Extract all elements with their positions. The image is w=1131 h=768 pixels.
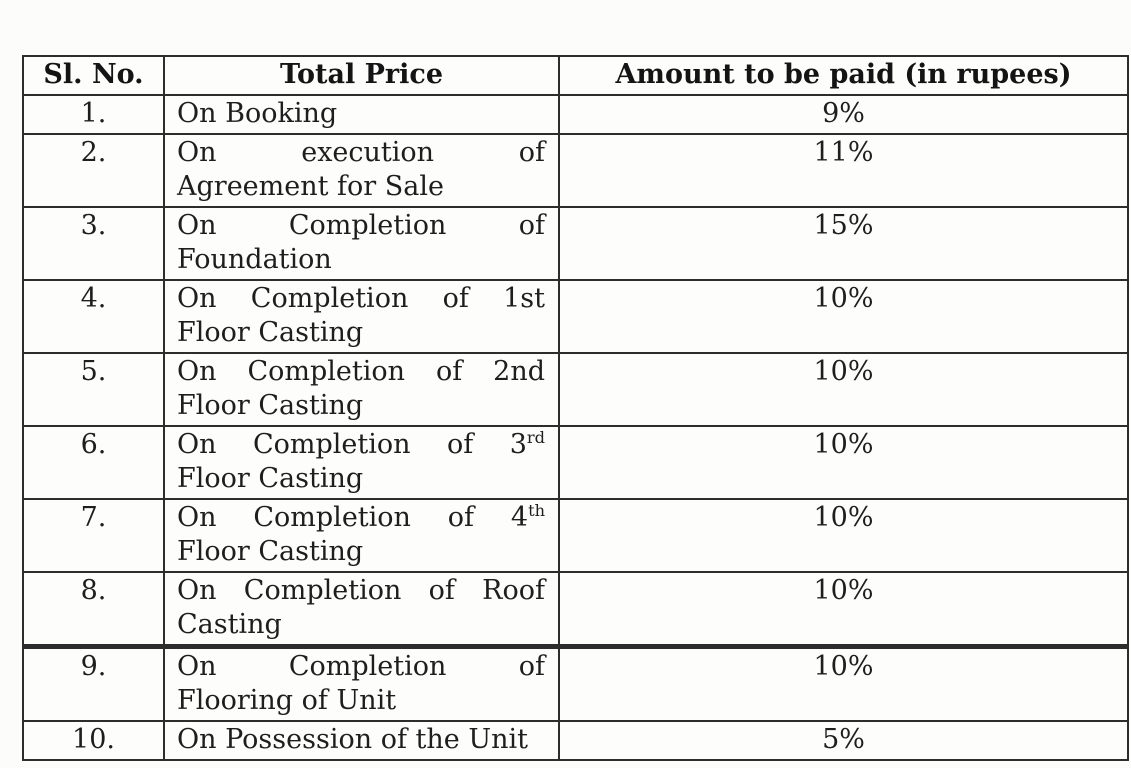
description-cell: On execution of Agreement for Sale — [163, 133, 560, 208]
amount-cell: 5% — [558, 720, 1129, 761]
description-cell: On Completion of Foundation — [163, 206, 560, 281]
description-line: On Completion of — [177, 651, 545, 682]
amount-cell: 9% — [558, 94, 1129, 135]
amount-cell: 10% — [558, 571, 1129, 649]
payment-schedule-table: Sl. No. Total Price Amount to be paid (i… — [22, 55, 1129, 761]
sl-no-cell: 1. — [22, 94, 165, 135]
description-cell: On Completion of Flooring of Unit — [163, 645, 560, 722]
description-line: Floor Casting — [177, 463, 364, 494]
amount-cell: 10% — [558, 498, 1129, 573]
sl-no-cell: 3. — [22, 206, 165, 281]
description-line: Flooring of Unit — [177, 685, 397, 716]
amount-cell: 10% — [558, 279, 1129, 354]
table-row: 8. On Completion of Roof Casting 10% — [22, 571, 1129, 649]
description-cell: On Possession of the Unit — [163, 720, 560, 761]
column-header-amount: Amount to be paid (in rupees) — [558, 55, 1129, 96]
amount-cell: 10% — [558, 425, 1129, 500]
description-line: On Completion of 3rd — [177, 428, 545, 460]
description-line: Casting — [177, 609, 282, 640]
description-line: Floor Casting — [177, 317, 364, 348]
description-line: Floor Casting — [177, 536, 364, 567]
description-cell: On Completion of 3rd Floor Casting — [163, 425, 560, 500]
description-cell: On Completion of Roof Casting — [163, 571, 560, 649]
sl-no-cell: 9. — [22, 645, 165, 722]
description-line: On Completion of — [177, 210, 545, 241]
ordinal-superscript: th — [528, 501, 545, 520]
amount-cell: 15% — [558, 206, 1129, 281]
description-cell: On Completion of 2nd Floor Casting — [163, 352, 560, 427]
column-header-total-price: Total Price — [163, 55, 560, 96]
table-row: 1. On Booking 9% — [22, 94, 1129, 135]
amount-cell: 10% — [558, 352, 1129, 427]
sl-no-cell: 7. — [22, 498, 165, 573]
description-line: On Booking — [177, 98, 338, 129]
table-row: 7. On Completion of 4th Floor Casting 10% — [22, 498, 1129, 573]
amount-cell: 11% — [558, 133, 1129, 208]
description-line: Foundation — [177, 244, 332, 275]
description-line: On Completion of 1st — [177, 283, 545, 314]
sl-no-cell: 4. — [22, 279, 165, 354]
sl-no-cell: 10. — [22, 720, 165, 761]
ordinal-superscript: rd — [526, 428, 545, 447]
description-line: On Possession of the Unit — [177, 724, 528, 755]
sl-no-cell: 6. — [22, 425, 165, 500]
table-row: 4. On Completion of 1st Floor Casting 10% — [22, 279, 1129, 354]
description-line: On execution of — [177, 137, 545, 168]
description-line: Floor Casting — [177, 390, 364, 421]
amount-cell: 10% — [558, 645, 1129, 722]
description-line: On Completion of 4th — [177, 501, 545, 533]
description-line: On Completion of Roof — [177, 575, 545, 606]
table-row: 9. On Completion of Flooring of Unit 10% — [22, 645, 1129, 722]
description-line: Agreement for Sale — [177, 171, 444, 202]
sl-no-cell: 5. — [22, 352, 165, 427]
table-row: 2. On execution of Agreement for Sale 11% — [22, 133, 1129, 208]
table-row: 10. On Possession of the Unit 5% — [22, 720, 1129, 761]
sl-no-cell: 8. — [22, 571, 165, 649]
description-line: On Completion of 2nd — [177, 356, 545, 387]
table-row: 5. On Completion of 2nd Floor Casting 10% — [22, 352, 1129, 427]
description-cell: On Completion of 1st Floor Casting — [163, 279, 560, 354]
column-header-sl-no: Sl. No. — [22, 55, 165, 96]
sl-no-cell: 2. — [22, 133, 165, 208]
description-cell: On Completion of 4th Floor Casting — [163, 498, 560, 573]
table-row: 3. On Completion of Foundation 15% — [22, 206, 1129, 281]
description-cell: On Booking — [163, 94, 560, 135]
header-row: Sl. No. Total Price Amount to be paid (i… — [22, 55, 1129, 96]
table-row: 6. On Completion of 3rd Floor Casting 10% — [22, 425, 1129, 500]
